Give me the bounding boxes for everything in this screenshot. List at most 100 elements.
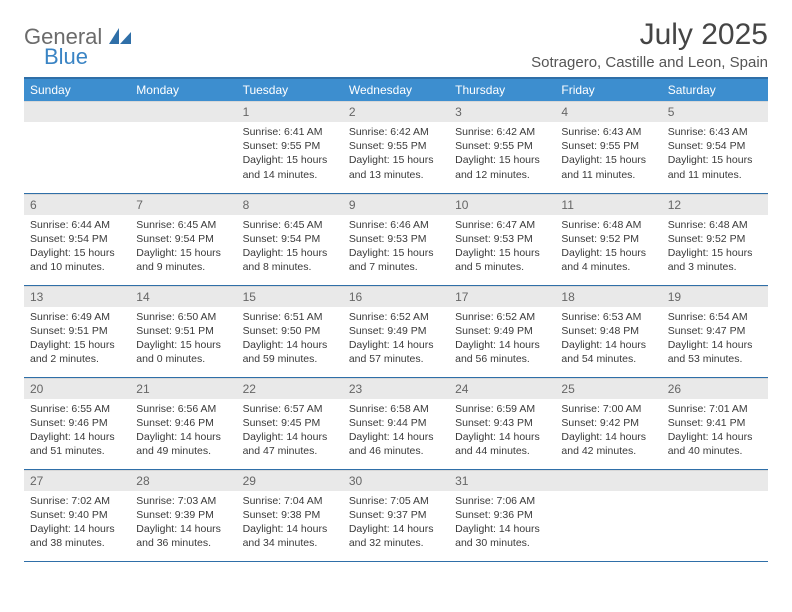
- calendar-cell: 12Sunrise: 6:48 AMSunset: 9:52 PMDayligh…: [662, 193, 768, 285]
- daylight-line: Daylight: 14 hours and 56 minutes.: [455, 338, 549, 366]
- daylight-line: Daylight: 15 hours and 10 minutes.: [30, 246, 124, 274]
- daylight-line: Daylight: 15 hours and 13 minutes.: [349, 153, 443, 181]
- daylight-line: Daylight: 14 hours and 40 minutes.: [668, 430, 762, 458]
- sunrise-line: Sunrise: 6:52 AM: [349, 310, 443, 324]
- day-number: 20: [24, 378, 130, 399]
- calendar-row: 6Sunrise: 6:44 AMSunset: 9:54 PMDaylight…: [24, 193, 768, 285]
- sunset-line: Sunset: 9:43 PM: [455, 416, 549, 430]
- calendar-cell: 26Sunrise: 7:01 AMSunset: 9:41 PMDayligh…: [662, 377, 768, 469]
- sunrise-line: Sunrise: 6:50 AM: [136, 310, 230, 324]
- sunrise-line: Sunrise: 6:43 AM: [561, 125, 655, 139]
- sunset-line: Sunset: 9:39 PM: [136, 508, 230, 522]
- day-number: 13: [24, 286, 130, 307]
- day-details: Sunrise: 6:43 AMSunset: 9:54 PMDaylight:…: [662, 122, 768, 188]
- sunrise-line: Sunrise: 6:41 AM: [243, 125, 337, 139]
- daylight-line: Daylight: 14 hours and 54 minutes.: [561, 338, 655, 366]
- day-details: Sunrise: 6:49 AMSunset: 9:51 PMDaylight:…: [24, 307, 130, 373]
- sunrise-line: Sunrise: 6:48 AM: [668, 218, 762, 232]
- sunset-line: Sunset: 9:44 PM: [349, 416, 443, 430]
- calendar-cell: 27Sunrise: 7:02 AMSunset: 9:40 PMDayligh…: [24, 469, 130, 561]
- sunset-line: Sunset: 9:46 PM: [30, 416, 124, 430]
- day-details: Sunrise: 6:54 AMSunset: 9:47 PMDaylight:…: [662, 307, 768, 373]
- day-number: 21: [130, 378, 236, 399]
- calendar-cell: 20Sunrise: 6:55 AMSunset: 9:46 PMDayligh…: [24, 377, 130, 469]
- sunset-line: Sunset: 9:52 PM: [668, 232, 762, 246]
- daylight-line: Daylight: 15 hours and 3 minutes.: [668, 246, 762, 274]
- page-title: July 2025: [531, 18, 768, 52]
- sunrise-line: Sunrise: 7:05 AM: [349, 494, 443, 508]
- day-number: 15: [237, 286, 343, 307]
- day-details: Sunrise: 6:53 AMSunset: 9:48 PMDaylight:…: [555, 307, 661, 373]
- sunrise-line: Sunrise: 6:46 AM: [349, 218, 443, 232]
- day-details: Sunrise: 6:47 AMSunset: 9:53 PMDaylight:…: [449, 215, 555, 281]
- logo-sail-icon: [109, 28, 131, 49]
- weekday-wednesday: Wednesday: [343, 79, 449, 101]
- day-number: 22: [237, 378, 343, 399]
- calendar-cell: [24, 101, 130, 193]
- sunset-line: Sunset: 9:50 PM: [243, 324, 337, 338]
- day-number: 3: [449, 101, 555, 122]
- day-details: Sunrise: 7:05 AMSunset: 9:37 PMDaylight:…: [343, 491, 449, 557]
- sunset-line: Sunset: 9:54 PM: [136, 232, 230, 246]
- daylight-line: Daylight: 14 hours and 57 minutes.: [349, 338, 443, 366]
- day-details: Sunrise: 6:48 AMSunset: 9:52 PMDaylight:…: [555, 215, 661, 281]
- calendar-cell: 23Sunrise: 6:58 AMSunset: 9:44 PMDayligh…: [343, 377, 449, 469]
- day-details: Sunrise: 6:41 AMSunset: 9:55 PMDaylight:…: [237, 122, 343, 188]
- day-details: Sunrise: 6:42 AMSunset: 9:55 PMDaylight:…: [449, 122, 555, 188]
- sunset-line: Sunset: 9:40 PM: [30, 508, 124, 522]
- location-text: Sotragero, Castille and Leon, Spain: [531, 54, 768, 71]
- calendar-table: Sunday Monday Tuesday Wednesday Thursday…: [24, 79, 768, 562]
- day-details: Sunrise: 6:56 AMSunset: 9:46 PMDaylight:…: [130, 399, 236, 465]
- sunset-line: Sunset: 9:48 PM: [561, 324, 655, 338]
- weekday-friday: Friday: [555, 79, 661, 101]
- daylight-line: Daylight: 15 hours and 0 minutes.: [136, 338, 230, 366]
- day-details: Sunrise: 6:48 AMSunset: 9:52 PMDaylight:…: [662, 215, 768, 281]
- daylight-line: Daylight: 14 hours and 46 minutes.: [349, 430, 443, 458]
- day-number: 17: [449, 286, 555, 307]
- calendar-cell: 3Sunrise: 6:42 AMSunset: 9:55 PMDaylight…: [449, 101, 555, 193]
- day-details: Sunrise: 7:01 AMSunset: 9:41 PMDaylight:…: [662, 399, 768, 465]
- day-details: Sunrise: 6:58 AMSunset: 9:44 PMDaylight:…: [343, 399, 449, 465]
- daylight-line: Daylight: 14 hours and 30 minutes.: [455, 522, 549, 550]
- day-details: Sunrise: 7:04 AMSunset: 9:38 PMDaylight:…: [237, 491, 343, 557]
- sunrise-line: Sunrise: 6:53 AM: [561, 310, 655, 324]
- sunrise-line: Sunrise: 6:49 AM: [30, 310, 124, 324]
- day-number: 1: [237, 101, 343, 122]
- title-block: July 2025 Sotragero, Castille and Leon, …: [531, 18, 768, 71]
- weekday-sunday: Sunday: [24, 79, 130, 101]
- daylight-line: Daylight: 15 hours and 8 minutes.: [243, 246, 337, 274]
- daylight-line: Daylight: 14 hours and 42 minutes.: [561, 430, 655, 458]
- daylight-line: Daylight: 15 hours and 12 minutes.: [455, 153, 549, 181]
- daylight-line: Daylight: 15 hours and 11 minutes.: [668, 153, 762, 181]
- sunrise-line: Sunrise: 7:01 AM: [668, 402, 762, 416]
- calendar-cell: 10Sunrise: 6:47 AMSunset: 9:53 PMDayligh…: [449, 193, 555, 285]
- day-details: Sunrise: 6:44 AMSunset: 9:54 PMDaylight:…: [24, 215, 130, 281]
- day-number: 6: [24, 194, 130, 215]
- day-number: 19: [662, 286, 768, 307]
- calendar-cell: 7Sunrise: 6:45 AMSunset: 9:54 PMDaylight…: [130, 193, 236, 285]
- daylight-line: Daylight: 14 hours and 51 minutes.: [30, 430, 124, 458]
- day-details: Sunrise: 7:00 AMSunset: 9:42 PMDaylight:…: [555, 399, 661, 465]
- sunset-line: Sunset: 9:36 PM: [455, 508, 549, 522]
- daylight-line: Daylight: 14 hours and 34 minutes.: [243, 522, 337, 550]
- sunset-line: Sunset: 9:55 PM: [243, 139, 337, 153]
- sunrise-line: Sunrise: 6:43 AM: [668, 125, 762, 139]
- sunrise-line: Sunrise: 7:00 AM: [561, 402, 655, 416]
- day-details: Sunrise: 7:03 AMSunset: 9:39 PMDaylight:…: [130, 491, 236, 557]
- day-details: Sunrise: 6:46 AMSunset: 9:53 PMDaylight:…: [343, 215, 449, 281]
- day-number: 28: [130, 470, 236, 491]
- calendar-cell: 2Sunrise: 6:42 AMSunset: 9:55 PMDaylight…: [343, 101, 449, 193]
- sunrise-line: Sunrise: 6:57 AM: [243, 402, 337, 416]
- calendar-cell: 13Sunrise: 6:49 AMSunset: 9:51 PMDayligh…: [24, 285, 130, 377]
- calendar-cell: 6Sunrise: 6:44 AMSunset: 9:54 PMDaylight…: [24, 193, 130, 285]
- weekday-header-row: Sunday Monday Tuesday Wednesday Thursday…: [24, 79, 768, 101]
- logo: General Blue: [24, 24, 131, 70]
- day-details: Sunrise: 6:43 AMSunset: 9:55 PMDaylight:…: [555, 122, 661, 188]
- day-number: 24: [449, 378, 555, 399]
- day-number: 4: [555, 101, 661, 122]
- day-number: 30: [343, 470, 449, 491]
- sunset-line: Sunset: 9:54 PM: [668, 139, 762, 153]
- day-number: 27: [24, 470, 130, 491]
- day-number: 7: [130, 194, 236, 215]
- calendar-cell: 21Sunrise: 6:56 AMSunset: 9:46 PMDayligh…: [130, 377, 236, 469]
